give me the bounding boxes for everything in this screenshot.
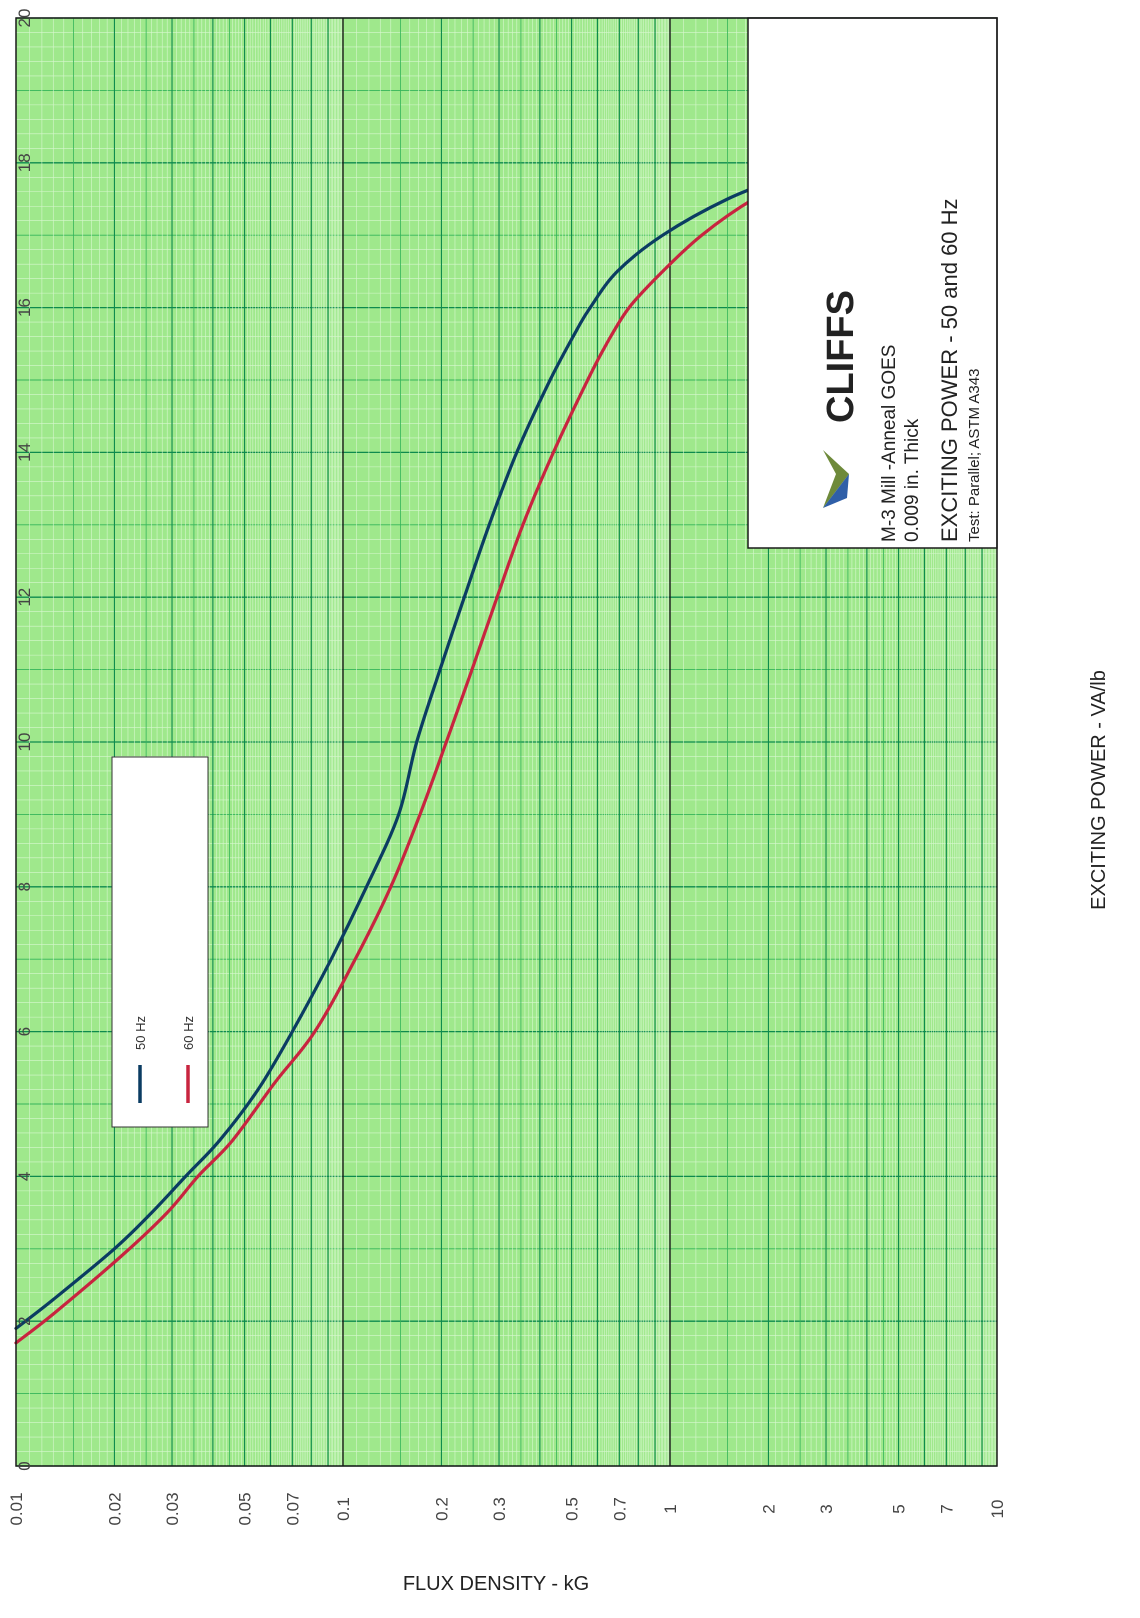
x-tick-label: 20 xyxy=(15,9,34,28)
info-box: CLIFFS M-3 Mill -Anneal GOES 0.009 in. Thi… xyxy=(747,17,998,549)
y-tick-label: 3 xyxy=(817,1504,836,1513)
cliffs-logo-icon xyxy=(823,450,849,508)
y-axis-label: EXCITING POWER - VA/lb xyxy=(1088,670,1110,910)
x-tick-label: 0 xyxy=(15,1461,34,1470)
y-tick-label: 5 xyxy=(890,1504,909,1513)
series-line-50hz xyxy=(14,96,992,1330)
x-tick-label: 10 xyxy=(15,733,34,752)
test-method: Test: Parallel; ASTM A343 xyxy=(966,369,983,542)
material-grade: M-3 Mill -Anneal GOES xyxy=(879,345,900,542)
info-box-frame xyxy=(747,17,998,549)
y-tick-label: 0.07 xyxy=(283,1492,302,1525)
x-axis-label: FLUX DENSITY - kG xyxy=(403,1573,589,1595)
y-tick-label: 10 xyxy=(988,1500,1007,1519)
brand-name: CLIFFS xyxy=(820,290,862,423)
chart-title: EXCITING POWER - 50 and 60 Hz xyxy=(937,198,962,542)
legend-label: 60 Hz xyxy=(181,1016,196,1050)
y-tick-label: 0.03 xyxy=(163,1492,182,1525)
x-tick-label: 2 xyxy=(15,1316,34,1325)
legend: 50 Hz 60 Hz xyxy=(111,756,209,1128)
legend-box xyxy=(111,756,209,1128)
series-line-60hz xyxy=(14,103,992,1345)
y-tick-label: 0.05 xyxy=(236,1492,255,1525)
x-tick-label: 18 xyxy=(15,153,34,172)
x-tick-label: 16 xyxy=(15,298,34,317)
exciting-power-tick-labels: 0.01 0.02 0.03 0.05 0.07 0.1 0.2 0.3 0.5 0.7 1 2 3 5 7… xyxy=(7,1492,1007,1525)
grid xyxy=(16,17,997,1467)
x-tick-label: 6 xyxy=(15,1027,34,1036)
y-tick-label: 0.1 xyxy=(334,1497,353,1521)
x-tick-label: 14 xyxy=(15,443,34,462)
y-tick-label: 7 xyxy=(937,1504,956,1513)
cliffs-logo-accent xyxy=(823,474,849,508)
x-tick-label: 4 xyxy=(15,1172,34,1181)
y-tick-label: 2 xyxy=(759,1504,778,1513)
y-tick-label: 0.01 xyxy=(7,1492,26,1525)
thickness: 0.009 in. Thick xyxy=(902,418,923,542)
y-tick-label: 0.2 xyxy=(432,1497,451,1521)
y-tick-label: 0.5 xyxy=(563,1497,582,1521)
y-tick-label: 0.7 xyxy=(610,1497,629,1521)
legend-label: 50 Hz xyxy=(133,1016,148,1050)
x-tick-label: 12 xyxy=(15,588,34,607)
y-tick-label: 0.3 xyxy=(490,1497,509,1521)
y-tick-label: 0.02 xyxy=(105,1492,124,1525)
flux-density-tick-labels: 0 2 4 6 8 10 12 14 16 18 20 xyxy=(15,9,34,1471)
y-tick-label: 1 xyxy=(661,1504,680,1513)
x-tick-label: 8 xyxy=(15,882,34,891)
plot-frame xyxy=(15,17,998,1467)
curves xyxy=(14,96,992,1345)
